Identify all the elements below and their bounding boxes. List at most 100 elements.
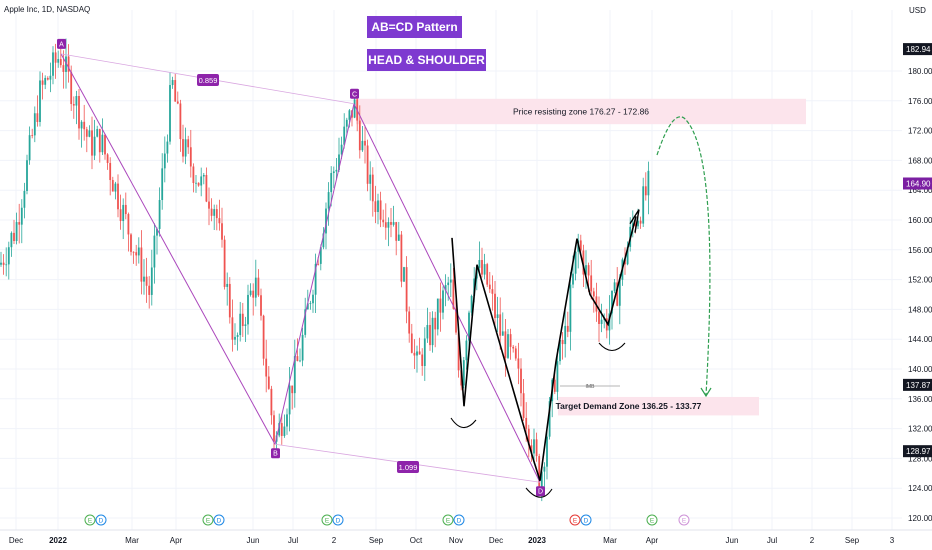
y-tick-label: 156.00 xyxy=(908,246,932,255)
ratio-label: 1.099 xyxy=(399,463,418,472)
candle-body xyxy=(198,183,200,186)
candle-body xyxy=(161,168,163,200)
candle-body xyxy=(289,386,291,415)
candle-body xyxy=(302,335,304,361)
candle-body xyxy=(406,267,408,311)
candle-body xyxy=(57,59,59,63)
price-badge-label: 128.97 xyxy=(906,447,931,456)
title-head-shoulder: HEAD & SHOULDER xyxy=(367,49,486,71)
candle-body xyxy=(447,283,449,285)
x-tick-label: 2022 xyxy=(49,536,67,545)
candle-body xyxy=(512,347,514,349)
y-tick-label: 148.00 xyxy=(908,305,932,314)
candle-body xyxy=(94,137,96,156)
x-tick-label: Dec xyxy=(489,536,503,545)
candle-body xyxy=(411,334,413,353)
candle-body xyxy=(390,222,392,225)
candle-body xyxy=(375,201,377,212)
currency-label: USD xyxy=(909,6,926,15)
candle-body xyxy=(372,175,374,202)
candle-body xyxy=(18,222,20,225)
candle-body xyxy=(167,142,169,154)
event-badge-label: E xyxy=(88,518,93,525)
candle-body xyxy=(216,209,218,218)
y-tick-label: 160.00 xyxy=(908,216,932,225)
price-badge-label: 164.90 xyxy=(906,179,931,188)
pattern-leg-bc xyxy=(275,104,354,444)
event-badge-label: D xyxy=(457,518,462,525)
candle-body xyxy=(364,141,366,146)
candle-body xyxy=(515,348,517,358)
candle-body xyxy=(182,139,184,156)
candle-body xyxy=(523,393,525,418)
event-badge-label: E xyxy=(682,518,687,525)
candle-body xyxy=(174,80,176,101)
x-tick-label: 2 xyxy=(332,536,337,545)
candle-body xyxy=(229,284,231,317)
candle-body xyxy=(281,423,283,436)
candle-body xyxy=(533,439,535,453)
candle-body xyxy=(642,186,644,223)
candle-body xyxy=(154,236,156,268)
candle-body xyxy=(70,72,72,104)
candle-body xyxy=(385,222,387,227)
candle-body xyxy=(481,260,483,275)
candle-body xyxy=(122,205,124,221)
candle-body xyxy=(536,439,538,456)
candle-body xyxy=(172,80,174,85)
candle-body xyxy=(102,135,104,153)
candle-body xyxy=(0,263,2,265)
candle-body xyxy=(141,248,143,282)
x-tick-label: Sep xyxy=(369,536,384,545)
candle-body xyxy=(203,175,205,176)
candle-body xyxy=(403,267,405,281)
pattern-leg-ab xyxy=(61,54,275,444)
candle-body xyxy=(263,316,265,359)
candle-body xyxy=(489,285,491,290)
candle-body xyxy=(247,295,249,324)
y-tick-label: 172.00 xyxy=(908,127,932,136)
candle-body xyxy=(99,129,101,152)
candle-body xyxy=(260,295,262,315)
candle-body xyxy=(206,175,208,202)
candle-body xyxy=(284,427,286,436)
candle-body xyxy=(52,52,54,75)
candle-body xyxy=(89,130,91,136)
candle-body xyxy=(234,337,236,340)
zone-label: Target Demand Zone 136.25 - 133.77 xyxy=(556,401,702,411)
candle-body xyxy=(187,139,189,147)
ratio-label: 0.859 xyxy=(199,76,218,85)
candle-body xyxy=(37,113,39,122)
y-tick-label: 124.00 xyxy=(908,484,932,493)
x-tick-label: Jun xyxy=(726,536,739,545)
candle-body xyxy=(369,175,371,184)
candle-body xyxy=(494,294,496,318)
candle-body xyxy=(104,135,106,155)
point-label: A xyxy=(59,41,64,48)
candle-body xyxy=(47,78,49,80)
candle-body xyxy=(388,222,390,228)
point-label: D xyxy=(538,489,543,496)
candle-body xyxy=(312,295,314,304)
candle-body xyxy=(107,154,109,163)
candle-body xyxy=(330,173,332,192)
candle-body xyxy=(258,278,260,296)
candle-body xyxy=(268,377,270,389)
candle-body xyxy=(572,274,574,285)
candle-body xyxy=(349,110,351,120)
event-badge-label: E xyxy=(325,518,330,525)
x-tick-label: Nov xyxy=(449,536,463,545)
x-tick-label: Jul xyxy=(288,536,298,545)
candle-body xyxy=(507,334,509,358)
candle-body xyxy=(593,291,595,296)
candle-body xyxy=(148,286,150,295)
candle-body xyxy=(505,331,507,357)
y-tick-label: 176.00 xyxy=(908,97,932,106)
candle-body xyxy=(518,358,520,368)
candle-body xyxy=(143,277,145,282)
candle-body xyxy=(5,264,7,265)
candle-body xyxy=(398,235,400,241)
symbol-title: Apple Inc, 1D, NASDAQ xyxy=(4,5,90,14)
